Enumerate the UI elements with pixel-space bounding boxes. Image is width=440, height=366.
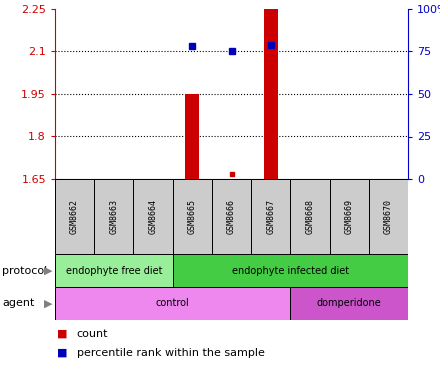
Text: GSM8669: GSM8669 bbox=[345, 199, 354, 234]
Bar bbox=[330, 179, 369, 254]
Text: GSM8662: GSM8662 bbox=[70, 199, 79, 234]
Bar bbox=[94, 179, 133, 254]
Bar bbox=[264, 9, 278, 179]
Text: endophyte free diet: endophyte free diet bbox=[66, 265, 162, 276]
Bar bbox=[290, 287, 408, 320]
Text: ▶: ▶ bbox=[44, 265, 53, 276]
Text: ■: ■ bbox=[57, 329, 67, 339]
Bar bbox=[55, 287, 290, 320]
Text: GSM8668: GSM8668 bbox=[305, 199, 315, 234]
Text: percentile rank within the sample: percentile rank within the sample bbox=[77, 348, 265, 358]
Bar bbox=[185, 94, 199, 179]
Bar bbox=[172, 179, 212, 254]
Bar bbox=[212, 179, 251, 254]
Bar bbox=[251, 179, 290, 254]
Text: protocol: protocol bbox=[2, 265, 48, 276]
Bar bbox=[55, 254, 172, 287]
Bar bbox=[369, 179, 408, 254]
Text: GSM8667: GSM8667 bbox=[266, 199, 275, 234]
Bar bbox=[290, 179, 330, 254]
Text: ▶: ▶ bbox=[44, 299, 53, 309]
Bar bbox=[172, 254, 408, 287]
Text: endophyte infected diet: endophyte infected diet bbox=[232, 265, 349, 276]
Text: agent: agent bbox=[2, 299, 35, 309]
Text: count: count bbox=[77, 329, 108, 339]
Text: GSM8670: GSM8670 bbox=[384, 199, 393, 234]
Text: GSM8663: GSM8663 bbox=[109, 199, 118, 234]
Text: domperidone: domperidone bbox=[317, 299, 381, 309]
Bar bbox=[55, 179, 94, 254]
Text: control: control bbox=[156, 299, 190, 309]
Text: ■: ■ bbox=[57, 348, 67, 358]
Bar bbox=[133, 179, 172, 254]
Text: GSM8665: GSM8665 bbox=[188, 199, 197, 234]
Text: GSM8664: GSM8664 bbox=[149, 199, 158, 234]
Text: GSM8666: GSM8666 bbox=[227, 199, 236, 234]
